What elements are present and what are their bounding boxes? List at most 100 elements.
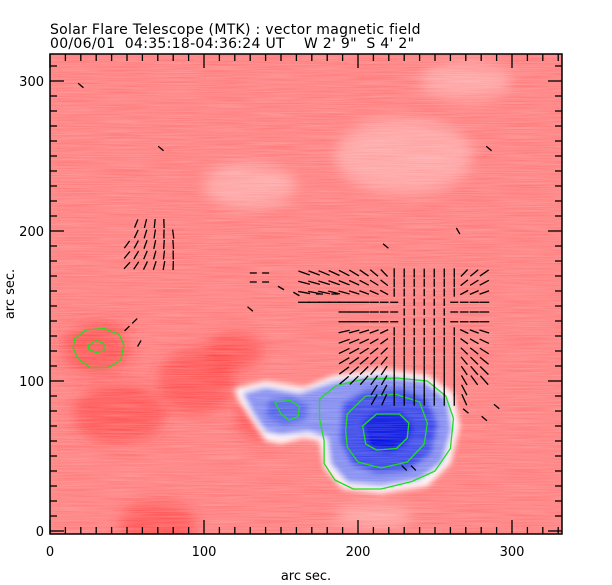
- field-vector: [380, 338, 389, 345]
- field-vector: [348, 279, 360, 286]
- field-vector: [123, 240, 131, 249]
- field-vector: [479, 279, 490, 286]
- x-tick-label: 0: [46, 545, 54, 560]
- field-vector: [460, 279, 469, 287]
- field-vector: [380, 347, 389, 355]
- y-tick-label: 200: [19, 225, 44, 240]
- contour-inner-positive-spot-left: [87, 339, 105, 354]
- plot-title: Solar Flare Telescope (MTK) : vector mag…: [50, 22, 421, 38]
- field-vector: [370, 375, 379, 386]
- field-vector: [493, 403, 500, 410]
- field-vector: [379, 289, 389, 296]
- field-vector: [381, 394, 388, 406]
- field-vector: [382, 243, 389, 249]
- field-vector: [152, 261, 157, 270]
- field-vector: [338, 366, 350, 375]
- field-vector: [369, 290, 379, 295]
- y-tick-label: 0: [36, 525, 44, 540]
- field-vector: [143, 240, 148, 249]
- field-vector: [485, 145, 492, 152]
- field-vector: [469, 338, 479, 345]
- position-west: W 2' 9": [303, 36, 357, 52]
- field-vector: [153, 218, 156, 229]
- field-vector: [133, 219, 139, 228]
- field-vector: [469, 269, 479, 277]
- field-vector: [470, 356, 479, 365]
- contour-inner-negative-umbra-main: [361, 413, 410, 451]
- field-vector: [133, 240, 139, 249]
- field-vector: [563, 214, 568, 218]
- field-vector: [172, 239, 175, 250]
- field-vector: [469, 290, 479, 295]
- y-tick-labels: 0 100 200 300: [19, 75, 44, 540]
- field-vector: [359, 279, 370, 286]
- field-vector: [152, 250, 157, 260]
- contour-middle-negative-umbra-main: [345, 393, 428, 469]
- field-vector: [379, 329, 389, 334]
- field-vector: [338, 357, 350, 365]
- field-vector: [318, 280, 331, 286]
- field-vector: [469, 279, 479, 286]
- field-vector: [131, 318, 138, 324]
- field-vector: [461, 384, 468, 396]
- field-vector: [359, 347, 369, 355]
- field-vector: [455, 227, 461, 235]
- position-south: S 4' 2": [366, 36, 415, 52]
- field-vector: [339, 375, 350, 385]
- field-vector: [470, 375, 479, 386]
- x-tick-labels: 0 100 200 300: [46, 545, 525, 560]
- field-vector: [348, 347, 360, 355]
- field-vector: [370, 365, 379, 376]
- plot-subtitle: 00/06/01 04:35:18-04:36:24 UT W 2' 9" S …: [50, 37, 414, 51]
- field-vector: [380, 384, 388, 396]
- x-tick-label: 100: [192, 545, 217, 560]
- field-vector: [460, 356, 468, 366]
- field-vector: [369, 338, 379, 345]
- field-vector: [479, 356, 489, 365]
- field-vector: [369, 347, 379, 355]
- field-vector: [469, 347, 479, 355]
- transverse-vectors: [77, 82, 568, 471]
- y-tick-label: 300: [19, 75, 44, 90]
- field-vector: [460, 269, 469, 277]
- contour-outer-negative-small: [274, 399, 301, 421]
- field-vector: [162, 250, 166, 260]
- field-vector: [380, 279, 389, 287]
- field-vector: [380, 356, 388, 366]
- plot-frame: [49, 53, 563, 535]
- field-vector: [133, 229, 139, 239]
- field-vector: [460, 365, 468, 376]
- field-vector: [359, 366, 369, 375]
- field-vector: [369, 279, 379, 286]
- field-vector: [348, 338, 360, 344]
- field-vector: [359, 356, 369, 365]
- field-vector: [298, 290, 311, 295]
- magnetogram-image: [50, 54, 568, 534]
- field-vector: [470, 365, 479, 376]
- observation-date: 00/06/01: [50, 36, 116, 52]
- y-tick-label: 100: [19, 375, 44, 390]
- field-vector: [462, 408, 469, 414]
- field-vector: [172, 229, 175, 239]
- field-vector: [338, 338, 350, 344]
- field-vector: [359, 375, 369, 386]
- y-axis-title: arc sec.: [3, 269, 18, 319]
- field-vector: [162, 260, 166, 271]
- field-vector: [123, 261, 131, 270]
- field-vector: [143, 218, 148, 229]
- field-vector: [349, 366, 360, 375]
- field-vector: [123, 251, 131, 259]
- field-vector: [124, 325, 130, 332]
- field-vector: [369, 269, 379, 277]
- field-vector: [359, 290, 370, 295]
- field-vector: [328, 269, 340, 277]
- field-vector: [298, 280, 311, 285]
- field-vector: [479, 366, 489, 375]
- field-vector: [461, 394, 468, 406]
- field-vector: [338, 347, 350, 355]
- field-vector: [359, 338, 370, 345]
- field-vector: [247, 306, 254, 312]
- field-vector: [479, 290, 490, 295]
- field-vector: [460, 347, 469, 355]
- observation-time: 04:35:18-04:36:24 UT: [124, 36, 285, 52]
